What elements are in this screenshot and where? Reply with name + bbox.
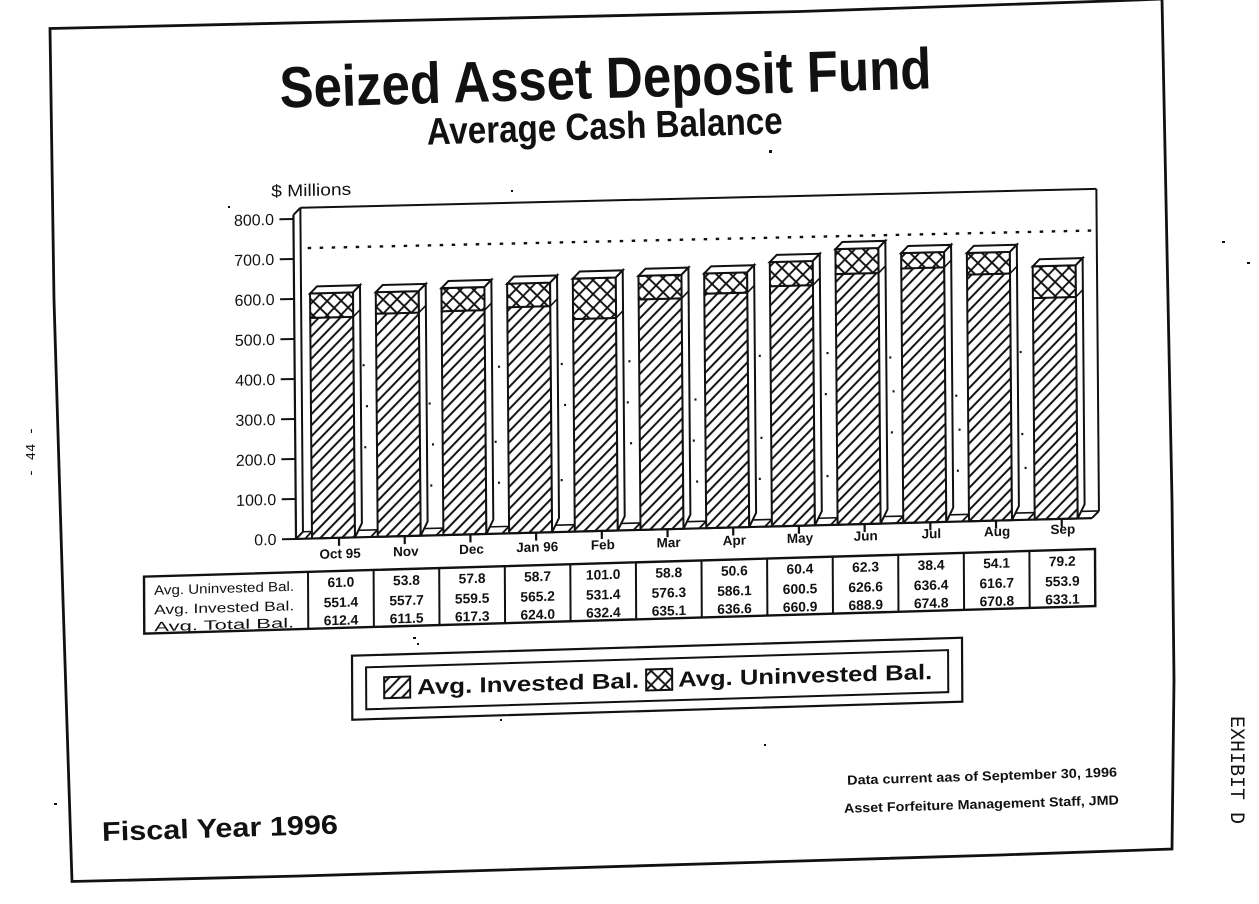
svg-text:500.0: 500.0	[235, 332, 275, 350]
svg-text:674.8: 674.8	[914, 595, 949, 611]
svg-text:612.4: 612.4	[324, 612, 359, 628]
svg-text:400.0: 400.0	[235, 372, 275, 390]
svg-text:616.7: 616.7	[979, 575, 1014, 591]
svg-text:Avg. Uninvested Bal.: Avg. Uninvested Bal.	[154, 579, 294, 598]
svg-text:54.1: 54.1	[983, 556, 1010, 572]
svg-text:Aug: Aug	[984, 524, 1010, 540]
svg-text:58.7: 58.7	[524, 569, 551, 585]
svg-text:688.9: 688.9	[848, 597, 883, 613]
svg-text:- 44 -: - 44 -	[24, 427, 40, 477]
svg-text:200.0: 200.0	[236, 452, 276, 470]
svg-text:700.0: 700.0	[234, 252, 274, 270]
svg-text:Sep: Sep	[1050, 522, 1075, 538]
svg-text:Feb: Feb	[591, 537, 615, 553]
svg-text:$ Millions: $ Millions	[271, 180, 351, 201]
svg-text:50.6: 50.6	[721, 563, 748, 579]
svg-text:660.9: 660.9	[783, 599, 818, 615]
svg-text:Oct 95: Oct 95	[319, 546, 361, 562]
svg-text:79.2: 79.2	[1049, 554, 1076, 570]
svg-text:Fiscal Year 1996: Fiscal Year 1996	[102, 810, 339, 847]
svg-text:617.3: 617.3	[455, 609, 490, 625]
svg-text:101.0: 101.0	[586, 567, 621, 583]
svg-text:800.0: 800.0	[234, 212, 274, 230]
svg-text:576.3: 576.3	[652, 585, 687, 601]
svg-text:300.0: 300.0	[235, 412, 275, 430]
svg-text:624.0: 624.0	[520, 607, 555, 623]
svg-text:635.1: 635.1	[652, 603, 687, 619]
svg-text:Avg. Total Bal.: Avg. Total Bal.	[154, 615, 294, 634]
svg-text:38.4: 38.4	[918, 557, 945, 573]
svg-text:0.0: 0.0	[254, 532, 276, 550]
svg-text:559.5: 559.5	[455, 591, 490, 607]
svg-text:Nov: Nov	[393, 544, 419, 560]
svg-text:586.1: 586.1	[717, 583, 752, 599]
svg-text:626.6: 626.6	[848, 579, 883, 595]
svg-text:Jul: Jul	[922, 526, 942, 542]
svg-text:600.0: 600.0	[234, 292, 274, 310]
svg-text:EXHIBIT D: EXHIBIT D	[1224, 716, 1247, 824]
svg-text:57.8: 57.8	[459, 571, 486, 587]
svg-text:553.9: 553.9	[1045, 573, 1080, 589]
svg-text:Jan 96: Jan 96	[516, 539, 559, 555]
svg-text:611.5: 611.5	[390, 611, 424, 627]
svg-text:632.4: 632.4	[586, 605, 621, 621]
svg-text:670.8: 670.8	[980, 593, 1015, 609]
svg-text:Avg. Invested Bal.: Avg. Invested Bal.	[154, 598, 294, 617]
svg-text:58.8: 58.8	[655, 565, 682, 581]
svg-text:Dec: Dec	[459, 542, 484, 558]
svg-text:100.0: 100.0	[236, 492, 276, 510]
svg-text:May: May	[787, 530, 814, 546]
svg-text:636.4: 636.4	[914, 577, 949, 593]
svg-text:600.5: 600.5	[783, 581, 818, 597]
svg-text:Apr: Apr	[723, 533, 747, 549]
svg-text:565.2: 565.2	[520, 589, 555, 605]
svg-text:557.7: 557.7	[389, 593, 424, 609]
svg-text:636.6: 636.6	[717, 601, 752, 617]
svg-text:531.4: 531.4	[586, 587, 621, 603]
svg-text:62.3: 62.3	[852, 559, 879, 575]
svg-text:633.1: 633.1	[1045, 591, 1080, 607]
svg-text:Mar: Mar	[657, 535, 682, 551]
svg-text:61.0: 61.0	[327, 575, 354, 591]
svg-text:53.8: 53.8	[393, 573, 420, 589]
svg-text:60.4: 60.4	[786, 561, 813, 577]
svg-text:551.4: 551.4	[324, 594, 359, 610]
svg-text:Jun: Jun	[854, 528, 878, 544]
